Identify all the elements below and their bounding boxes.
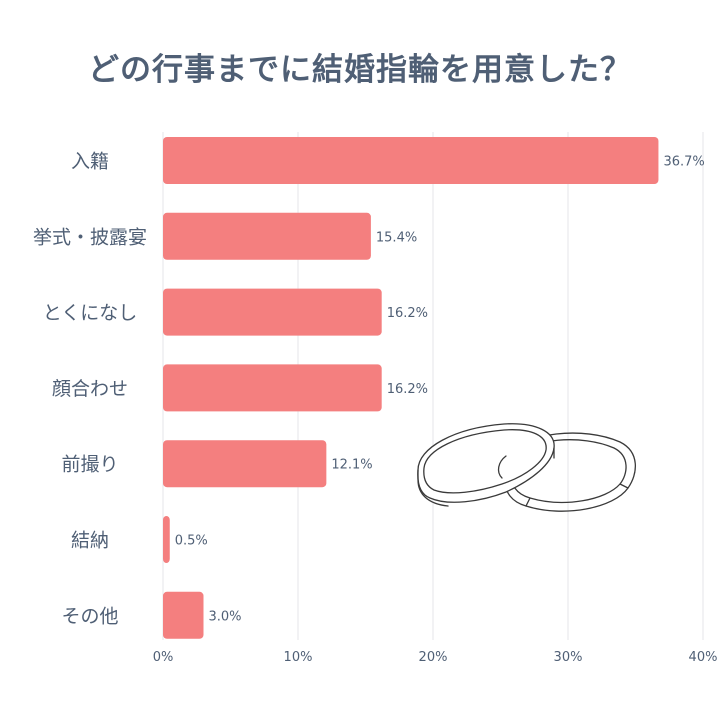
left-ring-edge <box>417 447 555 507</box>
x-tick-label: 20% <box>419 650 448 665</box>
value-label: 12.1% <box>331 458 372 473</box>
wedding-rings-illustration <box>417 423 636 512</box>
bar <box>163 212 371 260</box>
bar <box>163 591 204 639</box>
x-tick-label: 10% <box>284 650 313 665</box>
value-label: 0.5% <box>175 534 208 549</box>
chart-title: どの行事までに結婚指輪を用意した？ <box>88 52 632 88</box>
x-tick-label: 0% <box>153 650 174 665</box>
ring-overlap <box>497 455 507 479</box>
x-tick-label: 30% <box>554 650 583 665</box>
value-label: 36.7% <box>663 155 704 170</box>
bar <box>163 288 382 336</box>
bar <box>163 364 382 412</box>
value-label: 16.2% <box>387 382 428 397</box>
value-label: 15.4% <box>376 230 417 245</box>
bars <box>163 137 659 639</box>
bar <box>163 137 659 184</box>
bar <box>163 440 327 488</box>
labels: 0% 10% 20% 30% 40% 入籍 36.7% 挙式・披露宴 15.4% とくになし 16.… <box>33 151 717 666</box>
left-ring-outer <box>417 423 555 503</box>
category-label: とくになし <box>43 302 137 324</box>
category-label: 前撮り <box>61 454 118 476</box>
bar <box>163 516 170 563</box>
value-label: 3.0% <box>209 609 242 624</box>
right-ring-edge <box>525 483 629 507</box>
value-label: 16.2% <box>387 306 428 321</box>
left-ring-inner <box>423 429 547 494</box>
category-label: 顔合わせ <box>52 378 128 400</box>
category-label: その他 <box>61 605 118 627</box>
category-label: 挙式・披露宴 <box>33 225 147 248</box>
category-label: 結納 <box>71 530 109 552</box>
x-tick-label: 40% <box>689 650 718 665</box>
category-label: 入籍 <box>71 151 109 173</box>
